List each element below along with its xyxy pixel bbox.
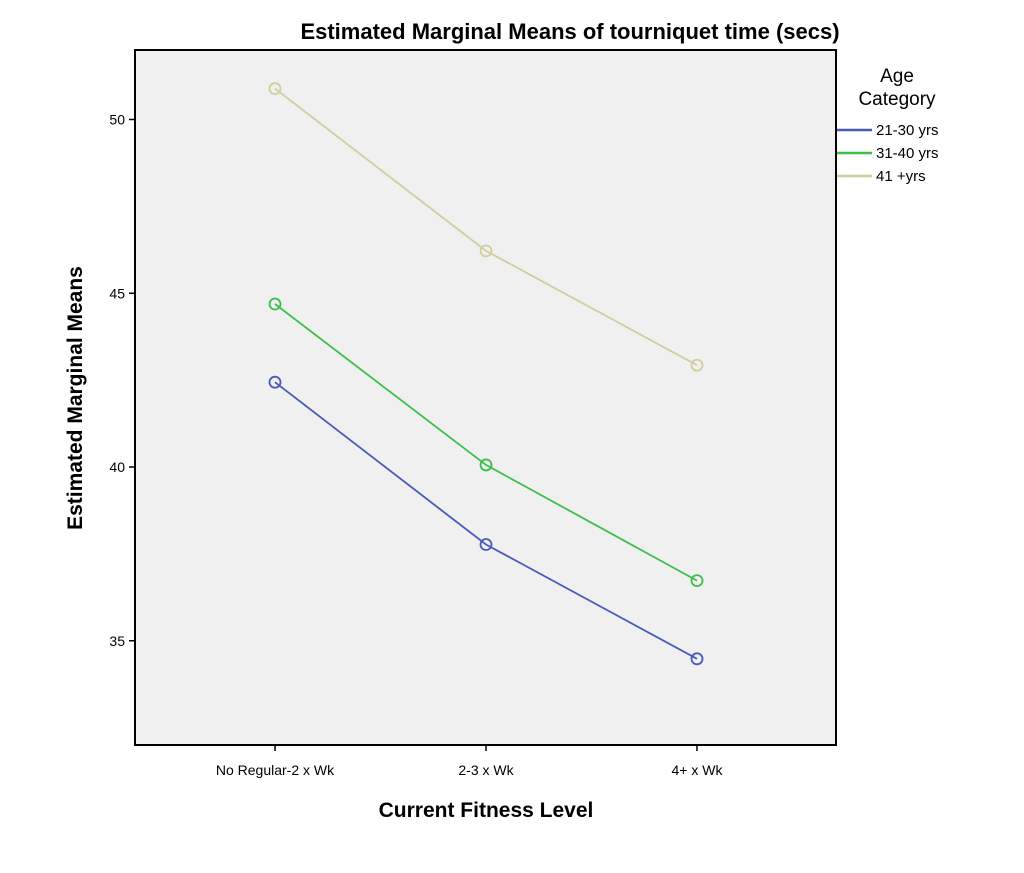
series-line-41-yrs bbox=[274, 87, 698, 366]
y-tick-label: 35 bbox=[109, 633, 125, 649]
y-tick-label: 50 bbox=[109, 112, 125, 128]
legend-label: 21-30 yrs bbox=[876, 122, 939, 139]
series-line-31-40-yrs bbox=[274, 303, 698, 582]
data-point bbox=[690, 358, 704, 372]
legend-title-line1: Age bbox=[880, 66, 914, 87]
y-tick-label: 40 bbox=[109, 459, 125, 475]
legend-label: 41 +yrs bbox=[876, 168, 926, 185]
series-line-21-30-yrs bbox=[274, 381, 698, 660]
chart-title: Estimated Marginal Means of tourniquet t… bbox=[300, 19, 839, 44]
x-tick-label: No Regular-2 x Wk bbox=[216, 762, 335, 778]
x-tick-label: 4+ x Wk bbox=[672, 762, 724, 778]
data-point bbox=[690, 652, 704, 666]
y-axis-label: Estimated Marginal Means bbox=[64, 266, 87, 530]
x-axis-label: Current Fitness Level bbox=[379, 799, 594, 822]
x-tick-label: 2-3 x Wk bbox=[458, 762, 514, 778]
plot-area bbox=[134, 49, 837, 746]
data-point bbox=[268, 375, 282, 389]
data-point bbox=[268, 82, 282, 95]
data-point bbox=[479, 244, 493, 258]
data-point bbox=[479, 538, 493, 551]
data-point bbox=[690, 574, 704, 588]
y-tick-label: 45 bbox=[109, 285, 125, 301]
legend-title-line2: Category bbox=[858, 89, 936, 110]
legend-label: 31-40 yrs bbox=[876, 145, 939, 162]
data-point bbox=[268, 297, 282, 311]
data-point bbox=[479, 458, 493, 472]
